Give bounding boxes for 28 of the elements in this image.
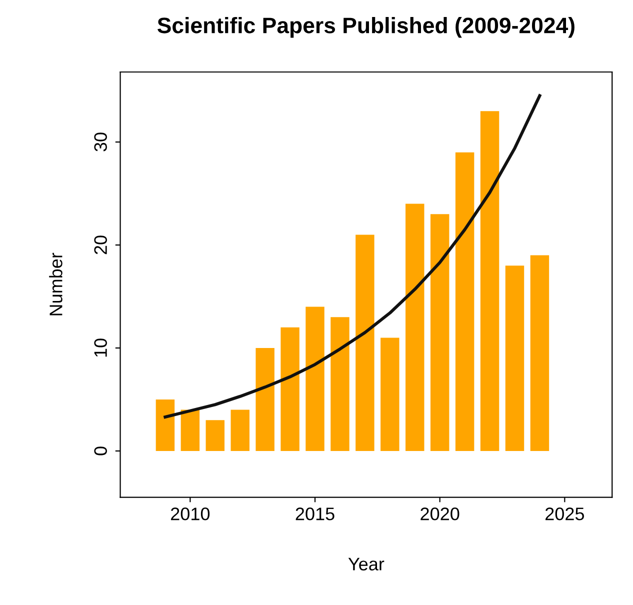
bar <box>455 152 474 451</box>
bar <box>156 399 175 451</box>
chart-title: Scientific Papers Published (2009-2024) <box>158 17 574 38</box>
x-tick-label: 2010 <box>171 508 210 520</box>
bar <box>230 410 250 451</box>
y-tick-label: 20 <box>94 236 107 254</box>
line-series <box>164 94 542 419</box>
x-axis-title: Year <box>348 558 384 570</box>
bar <box>330 317 350 451</box>
y-tick-label: 10 <box>94 338 107 357</box>
bar <box>530 255 550 451</box>
bar <box>406 204 424 451</box>
x-tick-label: 2025 <box>546 508 584 520</box>
y-axis-title: Number <box>49 252 62 316</box>
bar <box>380 338 400 451</box>
bar <box>480 111 500 451</box>
y-tick-label: 30 <box>94 132 107 152</box>
bar <box>430 214 450 451</box>
x-tick-label: 2020 <box>420 508 460 520</box>
bar <box>256 348 274 451</box>
x-tick-label: 2015 <box>296 508 334 520</box>
bar <box>280 327 300 451</box>
bar <box>505 266 524 451</box>
bar <box>356 234 374 451</box>
bar <box>206 420 225 451</box>
y-tick-label: 0 <box>94 446 107 456</box>
bar <box>306 306 324 451</box>
bar <box>180 410 200 451</box>
